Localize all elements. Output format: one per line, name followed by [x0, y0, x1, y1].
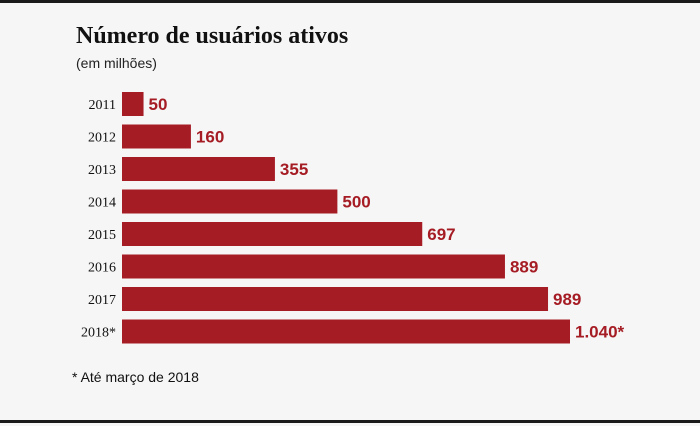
- category-label: 2017: [88, 293, 116, 308]
- chart-footnote: * Até março de 2018: [72, 369, 199, 385]
- chart-title: Número de usuários ativos: [76, 23, 349, 49]
- category-label: 2012: [88, 131, 116, 146]
- category-label: 2011: [89, 98, 116, 113]
- bar-chart: 2011 50 2012 160 2013 355 2014 500 2015 697 2016 88…: [81, 92, 625, 344]
- category-label: 2018*: [81, 326, 116, 341]
- bar: [122, 124, 191, 149]
- chart-subtitle: (em milhões): [76, 55, 157, 71]
- value-label: 160: [196, 128, 224, 147]
- bar: [122, 222, 423, 246]
- bar: [122, 319, 570, 344]
- value-label: 1.040*: [575, 323, 625, 342]
- bar: [122, 157, 275, 181]
- bar: [122, 254, 505, 279]
- value-label: 889: [510, 258, 538, 277]
- category-label: 2013: [88, 163, 116, 178]
- value-label: 500: [342, 193, 370, 212]
- value-label: 989: [553, 290, 581, 309]
- value-label: 50: [149, 95, 168, 114]
- category-label: 2014: [88, 196, 116, 211]
- bar: [122, 92, 144, 116]
- category-label: 2016: [88, 261, 116, 276]
- value-label: 697: [427, 225, 455, 244]
- bar: [122, 189, 338, 214]
- value-label: 355: [280, 160, 308, 179]
- category-label: 2015: [88, 228, 116, 243]
- bar: [122, 287, 549, 311]
